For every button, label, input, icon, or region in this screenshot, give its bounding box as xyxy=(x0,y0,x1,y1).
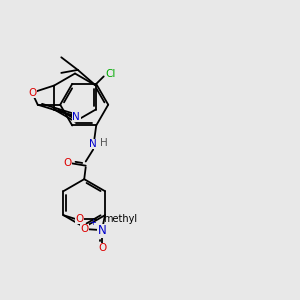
Text: O: O xyxy=(28,88,36,98)
Text: N: N xyxy=(98,224,106,237)
Text: methyl: methyl xyxy=(103,214,137,224)
Text: O: O xyxy=(63,158,71,168)
Text: O: O xyxy=(80,224,89,234)
Text: N: N xyxy=(89,139,97,149)
Text: +: + xyxy=(90,218,96,227)
Text: O: O xyxy=(98,243,106,253)
Text: N: N xyxy=(73,112,80,122)
Text: H: H xyxy=(100,138,108,148)
Text: O: O xyxy=(76,214,84,224)
Text: Cl: Cl xyxy=(105,69,116,79)
